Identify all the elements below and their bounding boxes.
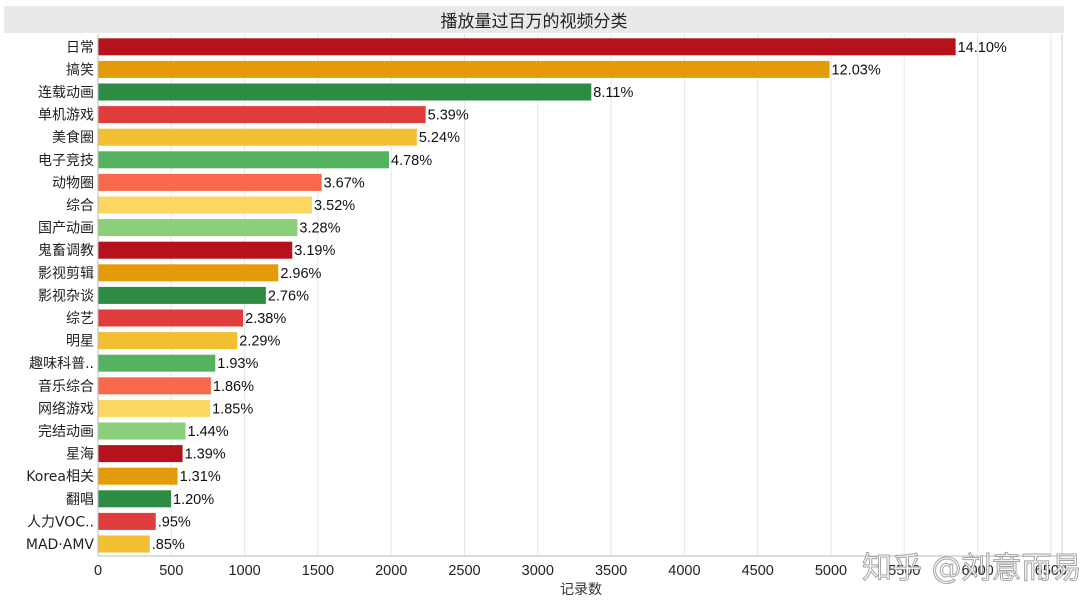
data-label: 3.67% xyxy=(324,175,365,191)
data-label: 2.38% xyxy=(245,311,286,327)
category-label: 连载动画 xyxy=(38,85,94,101)
bar[interactable] xyxy=(98,467,178,485)
bar[interactable] xyxy=(98,399,211,417)
x-tick-label: 5000 xyxy=(815,563,847,579)
category-label: 影视杂谈 xyxy=(38,288,94,304)
x-tick-label: 3500 xyxy=(595,563,627,579)
category-label: 单机游戏 xyxy=(38,108,94,124)
category-label: 国产动画 xyxy=(38,221,94,237)
category-label: 趣味科普.. xyxy=(29,356,94,372)
data-label: 5.24% xyxy=(419,130,460,146)
data-label: 2.76% xyxy=(268,288,309,304)
category-label: 鬼畜调教 xyxy=(38,243,94,259)
data-label: 8.11% xyxy=(593,85,633,101)
category-label: 影视剪辑 xyxy=(38,266,94,282)
bar[interactable] xyxy=(98,309,244,327)
data-label: 3.19% xyxy=(294,243,335,259)
x-tick-label: 6000 xyxy=(961,563,993,579)
category-label: 搞笑 xyxy=(66,62,94,78)
data-label: 3.52% xyxy=(314,198,355,214)
data-label: 1.39% xyxy=(185,447,226,463)
bar[interactable] xyxy=(98,512,156,530)
data-label: 1.86% xyxy=(213,379,254,395)
category-label: 日常 xyxy=(66,40,94,56)
data-label: 2.96% xyxy=(280,266,321,282)
bar[interactable] xyxy=(98,60,830,78)
bar[interactable] xyxy=(98,128,417,146)
bar[interactable] xyxy=(98,106,426,124)
bar[interactable] xyxy=(98,354,216,372)
data-label: 12.03% xyxy=(832,62,881,78)
bar[interactable] xyxy=(98,241,293,259)
data-label: 14.10% xyxy=(958,40,1007,56)
data-label: .95% xyxy=(158,514,191,530)
value-labels: 14.10% 12.03% 8.11% 5.39% 5.24% 4.78% 3.67% 3.5… xyxy=(152,40,1007,553)
bar[interactable] xyxy=(98,377,211,395)
category-label: 音乐综合 xyxy=(38,378,94,395)
data-label: 1.31% xyxy=(180,469,221,485)
category-label: 完结动画 xyxy=(38,424,94,440)
bar[interactable] xyxy=(98,264,279,282)
data-label: 1.85% xyxy=(212,401,253,417)
bar[interactable] xyxy=(98,151,390,169)
x-axis-title: 记录数 xyxy=(560,582,602,598)
x-tick-label: 1500 xyxy=(302,563,334,579)
chart-title: 播放量过百万的视频分类 xyxy=(4,6,1064,33)
x-axis: 0 500 1000 1500 2000 2500 3000 3500 4000 4500 5000… xyxy=(94,34,1067,579)
x-tick-label: 1000 xyxy=(228,563,260,579)
bars xyxy=(98,38,956,575)
bar[interactable] xyxy=(98,286,266,304)
bar[interactable] xyxy=(98,196,313,214)
x-tick-label: 4000 xyxy=(668,563,700,579)
data-label: 2.29% xyxy=(239,334,280,350)
x-tick-label: 2500 xyxy=(448,563,480,579)
bar[interactable] xyxy=(98,83,592,101)
category-label: 星海 xyxy=(66,447,94,463)
bar[interactable] xyxy=(98,332,238,350)
x-tick-label: 5500 xyxy=(888,563,920,579)
category-label: 电子竞技 xyxy=(38,152,94,169)
watermark: 知乎 @刘意而易 xyxy=(862,551,1080,586)
bar[interactable] xyxy=(98,422,186,440)
bar[interactable] xyxy=(98,535,150,553)
category-labels: 日常搞笑连载动画单机游戏美食圈电子竞技动物圈综合国产动画鬼畜调教影视剪辑影视杂谈… xyxy=(26,40,95,576)
category-label: 网络游戏 xyxy=(38,401,94,417)
bar[interactable] xyxy=(98,558,150,575)
bar[interactable] xyxy=(98,445,183,463)
data-label: 1.20% xyxy=(173,492,214,508)
category-label: 动物圈 xyxy=(52,175,94,191)
bar[interactable] xyxy=(98,490,172,508)
bar[interactable] xyxy=(98,219,298,237)
x-tick-label: 3000 xyxy=(522,563,554,579)
category-label: 翻唱 xyxy=(66,492,94,508)
x-tick-label: 4500 xyxy=(742,563,774,579)
category-label: 人力VOC.. xyxy=(27,514,94,530)
category-label: 标准 xyxy=(66,560,94,576)
data-label: .85% xyxy=(152,537,185,553)
category-label: 美食圈 xyxy=(52,129,94,146)
category-label: Korea相关 xyxy=(26,469,94,485)
bar[interactable] xyxy=(98,38,956,56)
category-label: 综合 xyxy=(66,198,94,214)
category-label: 综艺 xyxy=(66,311,94,327)
x-tick-label: 0 xyxy=(94,563,102,579)
x-tick-label: 6500 xyxy=(1035,563,1067,579)
data-label: 3.28% xyxy=(299,221,340,237)
bar[interactable] xyxy=(98,173,322,191)
x-tick-label: 500 xyxy=(159,563,183,579)
data-label: 1.93% xyxy=(217,356,258,372)
data-label: 1.44% xyxy=(188,424,229,440)
category-label: 明星 xyxy=(66,334,94,350)
data-label: 4.78% xyxy=(391,153,432,169)
data-label: 5.39% xyxy=(428,108,469,124)
category-label: MAD·AMV xyxy=(26,537,95,553)
x-tick-label: 2000 xyxy=(375,563,407,579)
